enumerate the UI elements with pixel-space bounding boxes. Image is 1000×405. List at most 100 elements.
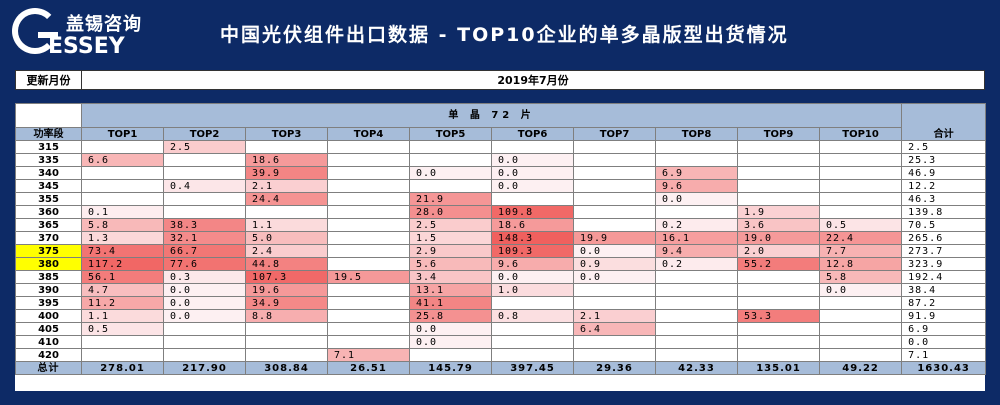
table-cell[interactable] bbox=[81, 166, 164, 180]
table-cell[interactable]: 109.3 bbox=[491, 244, 574, 258]
row-total-cell[interactable]: 192.4 bbox=[901, 270, 987, 284]
row-total-cell[interactable]: 38.4 bbox=[901, 283, 987, 297]
table-cell[interactable] bbox=[327, 179, 410, 193]
column-total-cell[interactable]: 26.51 bbox=[327, 361, 410, 375]
table-cell[interactable] bbox=[737, 140, 820, 154]
table-cell[interactable]: 18.6 bbox=[245, 153, 328, 167]
table-cell[interactable]: 19.9 bbox=[573, 231, 656, 245]
table-cell[interactable] bbox=[818, 335, 903, 349]
table-cell[interactable] bbox=[81, 348, 164, 362]
table-cell[interactable]: 5.6 bbox=[409, 257, 492, 271]
row-total-cell[interactable]: 46.9 bbox=[901, 166, 987, 180]
table-cell[interactable]: 3.4 bbox=[409, 270, 492, 284]
table-cell[interactable]: 13.1 bbox=[409, 283, 492, 297]
table-cell[interactable] bbox=[163, 192, 246, 206]
column-total-cell[interactable]: 278.01 bbox=[81, 361, 164, 375]
table-cell[interactable] bbox=[491, 140, 574, 154]
table-cell[interactable]: 107.3 bbox=[245, 270, 328, 284]
table-cell[interactable] bbox=[491, 348, 574, 362]
table-cell[interactable]: 109.8 bbox=[491, 205, 574, 219]
table-cell[interactable] bbox=[737, 322, 820, 336]
table-cell[interactable] bbox=[737, 153, 820, 167]
table-cell[interactable] bbox=[655, 205, 738, 219]
table-cell[interactable] bbox=[655, 296, 738, 310]
table-cell[interactable]: 2.4 bbox=[245, 244, 328, 258]
table-cell[interactable] bbox=[737, 283, 820, 297]
table-cell[interactable] bbox=[737, 192, 820, 206]
table-cell[interactable]: 56.1 bbox=[81, 270, 164, 284]
table-cell[interactable] bbox=[327, 205, 410, 219]
column-total-cell[interactable]: 397.45 bbox=[491, 361, 574, 375]
table-cell[interactable] bbox=[327, 140, 410, 154]
table-cell[interactable]: 2.9 bbox=[409, 244, 492, 258]
table-cell[interactable] bbox=[327, 218, 410, 232]
table-cell[interactable]: 18.6 bbox=[491, 218, 574, 232]
table-cell[interactable] bbox=[573, 205, 656, 219]
table-cell[interactable] bbox=[163, 205, 246, 219]
table-cell[interactable] bbox=[163, 335, 246, 349]
table-cell[interactable] bbox=[245, 335, 328, 349]
table-cell[interactable]: 0.0 bbox=[409, 166, 492, 180]
table-cell[interactable] bbox=[737, 166, 820, 180]
row-total-cell[interactable]: 46.3 bbox=[901, 192, 987, 206]
table-cell[interactable] bbox=[573, 153, 656, 167]
table-cell[interactable]: 0.9 bbox=[573, 257, 656, 271]
table-cell[interactable] bbox=[818, 322, 903, 336]
table-cell[interactable]: 2.5 bbox=[409, 218, 492, 232]
table-cell[interactable] bbox=[737, 179, 820, 193]
table-cell[interactable] bbox=[163, 348, 246, 362]
table-cell[interactable] bbox=[327, 153, 410, 167]
row-total-cell[interactable]: 87.2 bbox=[901, 296, 987, 310]
table-cell[interactable] bbox=[655, 270, 738, 284]
table-cell[interactable]: 0.0 bbox=[409, 335, 492, 349]
table-cell[interactable] bbox=[573, 179, 656, 193]
table-cell[interactable]: 2.1 bbox=[573, 309, 656, 323]
table-cell[interactable]: 1.1 bbox=[245, 218, 328, 232]
table-cell[interactable] bbox=[81, 192, 164, 206]
table-cell[interactable] bbox=[491, 335, 574, 349]
table-cell[interactable] bbox=[409, 179, 492, 193]
table-cell[interactable] bbox=[573, 335, 656, 349]
table-cell[interactable]: 0.5 bbox=[818, 218, 903, 232]
column-total-cell[interactable]: 135.01 bbox=[737, 361, 820, 375]
table-cell[interactable]: 0.0 bbox=[818, 283, 903, 297]
table-cell[interactable]: 0.0 bbox=[491, 179, 574, 193]
table-cell[interactable]: 6.4 bbox=[573, 322, 656, 336]
table-cell[interactable]: 6.6 bbox=[81, 153, 164, 167]
table-cell[interactable]: 0.5 bbox=[81, 322, 164, 336]
table-cell[interactable]: 0.1 bbox=[81, 205, 164, 219]
table-cell[interactable]: 1.1 bbox=[81, 309, 164, 323]
table-cell[interactable]: 1.9 bbox=[737, 205, 820, 219]
table-cell[interactable] bbox=[818, 166, 903, 180]
table-cell[interactable]: 0.0 bbox=[573, 244, 656, 258]
table-cell[interactable]: 73.4 bbox=[81, 244, 164, 258]
table-cell[interactable] bbox=[245, 205, 328, 219]
row-total-cell[interactable]: 7.1 bbox=[901, 348, 987, 362]
table-cell[interactable] bbox=[655, 335, 738, 349]
table-cell[interactable] bbox=[245, 140, 328, 154]
table-cell[interactable]: 41.1 bbox=[409, 296, 492, 310]
table-cell[interactable]: 0.0 bbox=[491, 153, 574, 167]
table-cell[interactable]: 5.8 bbox=[81, 218, 164, 232]
table-cell[interactable]: 0.0 bbox=[163, 296, 246, 310]
table-cell[interactable]: 55.2 bbox=[737, 257, 820, 271]
table-cell[interactable] bbox=[573, 140, 656, 154]
row-total-cell[interactable]: 139.8 bbox=[901, 205, 987, 219]
table-cell[interactable]: 7.7 bbox=[818, 244, 903, 258]
table-cell[interactable] bbox=[327, 231, 410, 245]
row-total-cell[interactable]: 0.0 bbox=[901, 335, 987, 349]
table-cell[interactable]: 2.0 bbox=[737, 244, 820, 258]
table-cell[interactable]: 9.4 bbox=[655, 244, 738, 258]
table-cell[interactable] bbox=[818, 179, 903, 193]
row-total-cell[interactable]: 2.5 bbox=[901, 140, 987, 154]
table-cell[interactable]: 0.0 bbox=[163, 283, 246, 297]
table-cell[interactable] bbox=[737, 348, 820, 362]
table-cell[interactable] bbox=[655, 322, 738, 336]
table-cell[interactable]: 8.8 bbox=[245, 309, 328, 323]
table-cell[interactable]: 0.3 bbox=[163, 270, 246, 284]
table-cell[interactable]: 5.8 bbox=[818, 270, 903, 284]
table-cell[interactable]: 9.6 bbox=[655, 179, 738, 193]
row-total-cell[interactable]: 70.5 bbox=[901, 218, 987, 232]
table-cell[interactable]: 0.8 bbox=[491, 309, 574, 323]
table-cell[interactable] bbox=[818, 153, 903, 167]
